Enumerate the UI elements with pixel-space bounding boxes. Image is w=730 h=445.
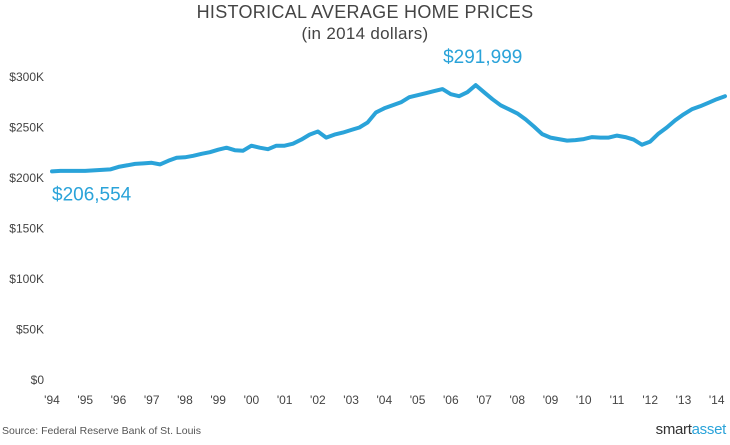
source-note: Source: Federal Reserve Bank of St. Loui… bbox=[2, 425, 202, 437]
line-chart: $0$50K$100K$150K$200K$250K$300K '94'95'9… bbox=[9, 47, 727, 407]
y-tick-label: $250K bbox=[9, 121, 44, 135]
x-tick-label: '99 bbox=[210, 393, 226, 407]
x-tick-label: '01 bbox=[277, 393, 293, 407]
y-tick-label: $150K bbox=[9, 222, 44, 236]
x-tick-label: '08 bbox=[509, 393, 525, 407]
y-tick-label: $50K bbox=[16, 323, 44, 337]
y-tick-label: $200K bbox=[9, 171, 44, 185]
value-annotation: $206,554 bbox=[52, 184, 132, 205]
y-tick-label: $300K bbox=[9, 70, 44, 84]
y-tick-label: $0 bbox=[31, 373, 45, 387]
price-series-line bbox=[50, 83, 727, 174]
x-tick-label: '14 bbox=[709, 393, 725, 407]
y-tick-label: $100K bbox=[9, 272, 44, 286]
x-tick-label: '13 bbox=[676, 393, 692, 407]
chart-subtitle: (in 2014 dollars) bbox=[301, 24, 429, 43]
x-tick-label: '95 bbox=[77, 393, 93, 407]
x-axis: '94 '95 '96 '97 '98 '99 '00 '01 '02 '03 '04 '05 '06 '… bbox=[44, 393, 725, 407]
x-tick-label: '06 bbox=[443, 393, 459, 407]
x-tick-label: '97 bbox=[144, 393, 160, 407]
x-tick-label: '04 bbox=[377, 393, 393, 407]
value-annotation: $291,999 bbox=[443, 47, 522, 68]
x-tick-label: '96 bbox=[111, 393, 127, 407]
annotations: $206,554 $291,999 bbox=[52, 47, 522, 205]
brand-logo: smartasset bbox=[655, 421, 727, 438]
x-tick-label: '07 bbox=[476, 393, 492, 407]
x-tick-label: '09 bbox=[543, 393, 559, 407]
x-tick-label: '05 bbox=[410, 393, 426, 407]
x-tick-label: '03 bbox=[343, 393, 359, 407]
brand-accent: asset bbox=[691, 421, 727, 438]
y-axis: $0 $50K $100K $150K $200K $250K $300K bbox=[9, 70, 44, 387]
x-tick-label: '00 bbox=[244, 393, 260, 407]
x-tick-label: '10 bbox=[576, 393, 592, 407]
chart-title: HISTORICAL AVERAGE HOME PRICES bbox=[196, 2, 534, 22]
x-tick-label: '11 bbox=[610, 393, 625, 407]
x-tick-label: '98 bbox=[177, 393, 193, 407]
x-tick-label: '94 bbox=[44, 393, 60, 407]
x-tick-label: '02 bbox=[310, 393, 326, 407]
brand-main: smart bbox=[655, 421, 692, 438]
x-tick-label: '12 bbox=[642, 393, 658, 407]
